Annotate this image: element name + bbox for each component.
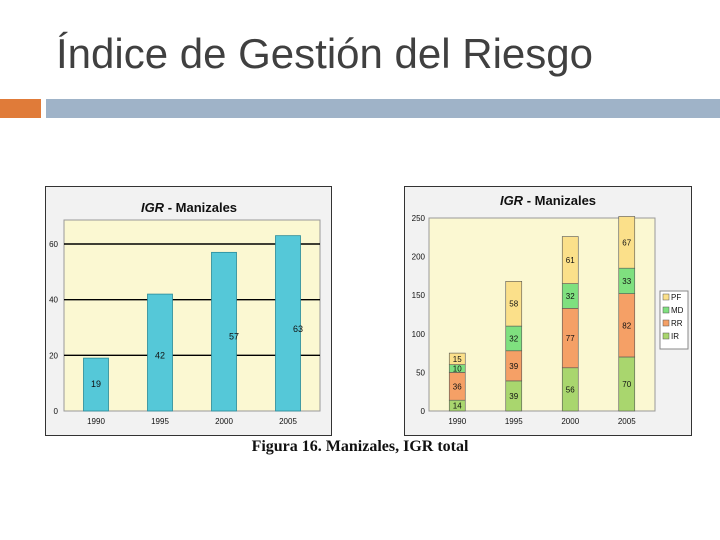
y-tick-label: 100 <box>412 330 426 339</box>
chart-igr-stacked: IGR - Manizales 0 50 100 150 200 250 14 36 10 15 19… <box>404 186 692 436</box>
y-tick-label: 200 <box>412 253 426 262</box>
data-label: 57 <box>229 332 239 342</box>
chart-title: IGR - Manizales <box>141 200 237 215</box>
data-label: 39 <box>509 362 518 371</box>
y-tick-label: 0 <box>54 407 59 416</box>
data-label: 32 <box>566 292 575 301</box>
stacked-bar-segment <box>505 281 523 327</box>
data-label: 61 <box>566 256 575 265</box>
legend-swatch <box>662 293 670 301</box>
data-label: 19 <box>91 379 101 389</box>
data-label: 67 <box>622 238 631 247</box>
legend-label: IR <box>671 332 679 341</box>
x-tick-label: 2000 <box>215 417 233 426</box>
accent-bar-blue <box>46 99 720 118</box>
data-label: 15 <box>453 355 462 364</box>
y-tick-label: 250 <box>412 214 426 223</box>
x-tick-label: 2005 <box>279 417 297 426</box>
chart-igr-total-svg: IGR - Manizales 0 20 40 60 19 1990 42 1995 57 2000… <box>46 187 331 435</box>
data-label: 36 <box>453 382 462 391</box>
accent-bar-orange <box>0 99 41 118</box>
x-tick-label: 2000 <box>561 417 579 426</box>
data-label: 56 <box>566 385 575 394</box>
y-tick-label: 0 <box>421 407 426 416</box>
x-tick-label: 1990 <box>448 417 466 426</box>
data-label: 70 <box>622 380 631 389</box>
bar <box>83 357 109 412</box>
y-tick-label: 150 <box>412 291 426 300</box>
data-label: 14 <box>453 402 462 411</box>
stacked-bar-segment <box>561 236 579 284</box>
legend-swatch <box>662 319 670 327</box>
data-label: 32 <box>509 334 518 343</box>
legend-label: PF <box>671 293 681 302</box>
y-tick-label: 60 <box>49 240 58 249</box>
y-tick-label: 50 <box>416 368 425 377</box>
chart-title: IGR - Manizales <box>500 193 596 208</box>
data-label: 39 <box>509 392 518 401</box>
data-label: 63 <box>293 324 303 334</box>
y-tick-label: 20 <box>49 351 58 360</box>
data-label: 33 <box>622 277 631 286</box>
slide-title: Índice de Gestión del Riesgo <box>56 30 593 77</box>
x-tick-label: 2005 <box>618 417 636 426</box>
figure-caption: Figura 16. Manizales, IGR total <box>251 438 469 455</box>
x-tick-label: 1990 <box>87 417 105 426</box>
plot-area <box>428 217 656 412</box>
chart-igr-total: IGR - Manizales 0 20 40 60 19 1990 42 1995 57 2000… <box>45 186 332 436</box>
bar <box>275 235 301 412</box>
legend-swatch <box>662 332 670 340</box>
data-label: 82 <box>622 321 631 330</box>
data-label: 77 <box>566 334 575 343</box>
bar <box>211 251 237 412</box>
x-tick-label: 1995 <box>505 417 523 426</box>
data-label: 10 <box>453 365 462 374</box>
stacked-bar-segment <box>448 352 466 365</box>
bar <box>147 293 173 412</box>
y-tick-label: 40 <box>49 296 58 305</box>
legend-label: RR <box>671 319 683 328</box>
data-label: 42 <box>155 350 165 360</box>
x-tick-label: 1995 <box>151 417 169 426</box>
legend-label: MD <box>671 306 684 315</box>
legend-swatch <box>662 306 670 314</box>
stacked-bar-segment <box>618 216 636 269</box>
data-label: 58 <box>509 300 518 309</box>
